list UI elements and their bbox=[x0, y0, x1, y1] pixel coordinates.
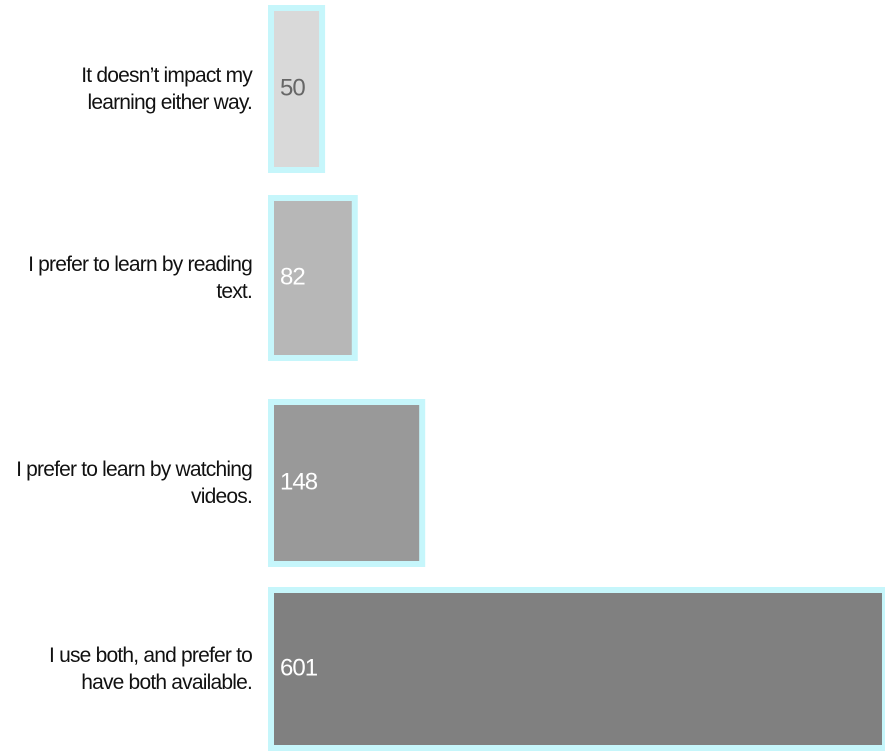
category-label: I prefer to learn by watching videos. bbox=[16, 458, 253, 508]
value-label: 82 bbox=[280, 263, 305, 290]
value-label: 50 bbox=[280, 74, 305, 101]
bar bbox=[268, 195, 358, 361]
value-label: 148 bbox=[280, 468, 318, 495]
bar bbox=[268, 587, 885, 751]
bar bbox=[268, 399, 426, 567]
category-label: I prefer to learn by reading text. bbox=[28, 253, 253, 303]
value-label: 601 bbox=[280, 654, 318, 681]
bar bbox=[268, 5, 326, 173]
category-label: It doesn’t impact my learning either way… bbox=[81, 64, 253, 114]
category-label: I use both, and prefer to have both avai… bbox=[49, 644, 253, 694]
